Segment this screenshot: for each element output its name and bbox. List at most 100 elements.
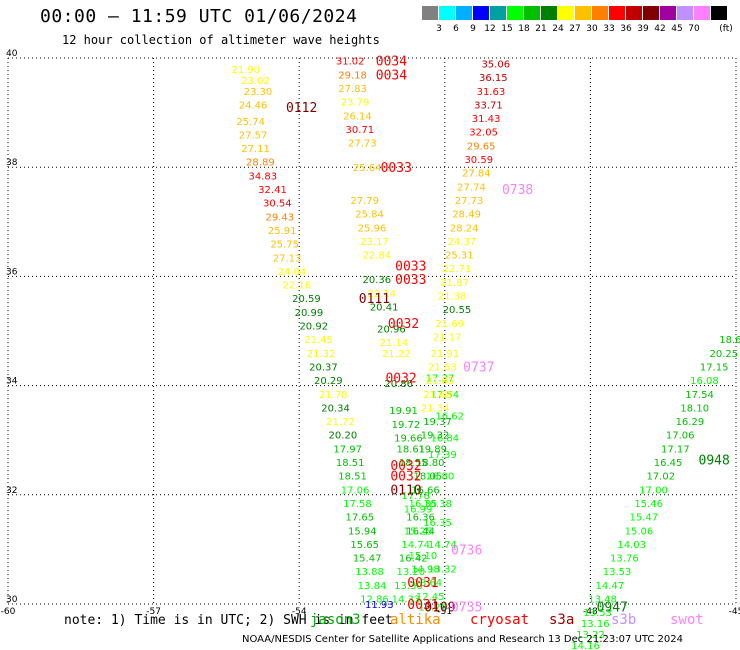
colorbar-label: 15 [501,24,513,34]
wave-height-point: 32.41 [258,185,287,196]
wave-height-point: 19.37 [423,417,452,428]
wave-height-point: 21.91 [430,349,459,360]
wave-height-point: 21.87 [440,278,469,289]
legend-entry-swot: swot [670,612,704,628]
wave-height-point: 18.51 [336,458,365,469]
wave-height-point: 21.72 [326,417,355,428]
wave-height-point: 20.55 [443,305,472,316]
wave-height-point: 19.66 [394,433,423,444]
pass-time-label: 0736 [451,543,482,558]
wave-height-point: 17.78 [401,491,430,502]
wave-height-point: 13.20 [397,567,426,578]
wave-height-point: 20.37 [309,362,338,373]
y-tick-label: 38 [6,158,18,168]
wave-height-point: 25.31 [445,251,474,262]
wave-height-point: 27.11 [241,144,270,155]
wave-height-point: 29.43 [265,212,294,223]
wave-height-point: 28.24 [450,223,479,234]
wave-height-point: 21.32 [307,349,336,360]
wave-height-point: 15.25 [404,526,433,537]
wave-height-point: 18.05 [413,472,442,483]
wave-height-point: 17.15 [700,362,729,373]
wave-height-point: 16.29 [676,417,705,428]
wave-height-point: 25.91 [268,226,297,237]
pass-time-label: 0033 [381,161,412,176]
colorbar-label: 27 [569,24,581,34]
wave-height-point: 15.06 [625,526,654,537]
colorbar-label: 45 [671,24,683,34]
wave-height-point: 16.08 [690,376,719,387]
wave-height-point: 29.18 [338,70,367,81]
colorbar-swatch [694,6,710,20]
wave-height-point: 22.71 [443,264,472,275]
wave-height-point: 17.54 [430,390,459,401]
wave-height-point: 14.03 [617,540,646,551]
wave-height-point: 14.98 [411,565,440,576]
wave-height-point: 20.96 [377,324,406,335]
pass-time-label: 0033 [395,273,426,288]
colorbar-label: 21 [535,24,547,34]
wave-height-point: 16.38 [423,499,452,510]
wave-height-point: 24.04 [278,267,307,278]
wave-height-point: 27.73 [455,196,484,207]
wave-height-point: 21.22 [382,349,411,360]
wave-height-point: 27.74 [457,182,486,193]
pass-time-label: 0032 [385,371,416,386]
colorbar-swatch [711,6,727,20]
pass-time-label: 0738 [502,183,533,198]
wave-height-point: 16.84 [430,433,459,444]
colorbar-swatch [575,6,591,20]
pass-time-label: 0032 [390,459,421,474]
wave-height-point: 13.76 [610,554,639,565]
wave-height-point: 13.53 [603,567,632,578]
legend-entry-cryosat: cryosat [470,612,530,628]
wave-height-point: 16.35 [409,499,438,510]
wave-height-point: 15.47 [629,513,658,524]
wave-height-point: 21.78 [319,390,348,401]
colorbar-label: 42 [654,24,666,34]
y-tick-label: 34 [6,377,18,387]
wave-height-point: 20.36 [363,275,392,286]
colorbar-unit: (ft) [719,24,733,34]
chart-subtitle: 12 hour collection of altimeter wave hei… [62,33,380,47]
wave-height-point: 32.05 [469,128,498,139]
wave-height-point: 17.54 [685,390,714,401]
wave-height-point: 27.83 [338,84,367,95]
legend-entry-s3a: s3a [549,612,575,628]
colorbar-label: 6 [453,24,459,34]
wave-height-point: 21.68 [423,390,452,401]
colorbar-label: 3 [436,24,442,34]
colorbar-label: 18 [518,24,530,34]
wave-height-point: 17.58 [343,499,372,510]
colorbar-label: 33 [603,24,615,34]
pass-time-label: 0109 [424,601,455,616]
wave-height-point: 16.35 [423,518,452,529]
wave-height-point: 21.90 [231,65,260,76]
pass-time-label: 0031 [407,598,438,613]
wave-height-point: 17.37 [426,373,455,384]
colorbar-label: 12 [484,24,496,34]
colorbar-swatch [524,6,540,20]
wave-height-point: 16.66 [411,485,440,496]
wave-height-point: 13.64 [413,578,442,589]
wave-height-point: 16.45 [654,458,683,469]
wave-height-point: 14.74 [401,540,430,551]
wave-height-point: 17.65 [346,513,375,524]
x-tick-label: -48 [583,607,598,617]
wave-height-point: 17.17 [661,444,690,455]
wave-height-point: 13.32 [428,565,457,576]
wave-height-point: 13.88 [355,567,384,578]
wave-height-point: 17.97 [333,444,362,455]
wave-height-point: 14.16 [571,641,600,650]
wave-height-point: 16.99 [404,504,433,515]
colorbar-swatch [609,6,625,20]
wave-height-point: 26.14 [343,111,372,122]
colorbar-swatch [626,6,642,20]
legend-entry-s3b: s3b [611,612,637,628]
pass-time-label: 0947 [597,601,628,616]
wave-height-point: 27.79 [350,196,379,207]
pass-time-label: 0034 [376,55,407,70]
wave-height-point: 20.25 [710,349,739,360]
y-tick-label: 30 [6,595,18,605]
